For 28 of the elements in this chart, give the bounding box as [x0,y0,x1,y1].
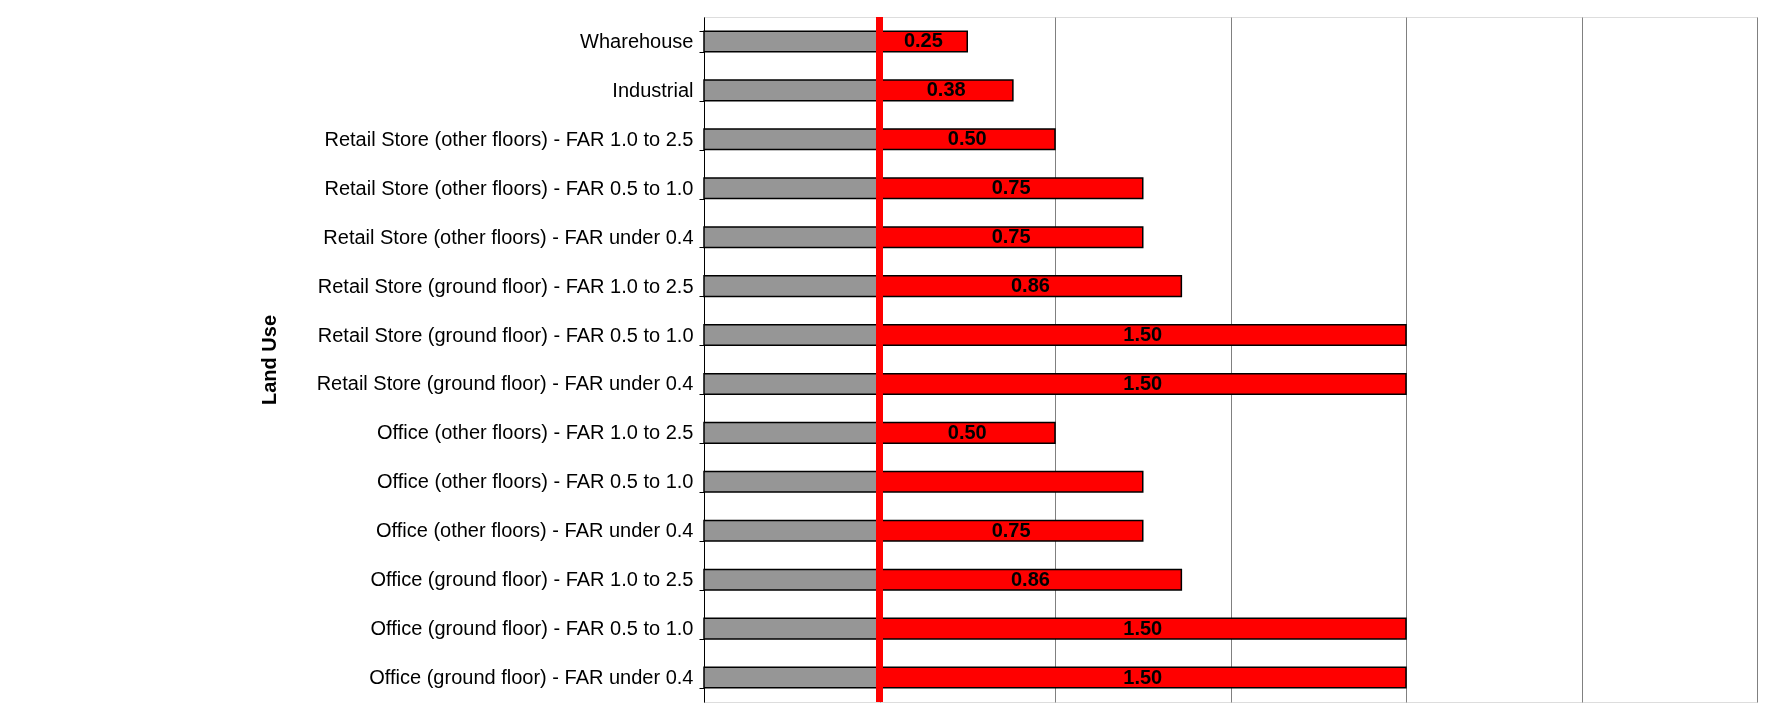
y-tick-label: Retail Store (other floors) - FAR 0.5 to 1.0 [324,176,694,199]
data-label: 0.75 [991,518,1031,541]
data-label: 1.50 [1123,665,1163,688]
y-tick-label: Office (ground floor) - FAR 1.0 to 2.5 [370,568,694,591]
y-tick-label: Office (ground floor) - FAR under 0.4 [369,666,694,689]
y-tick-label: Retail Store (ground floor) - FAR 0.5 to 1.0 [317,323,694,346]
y-tick-label: Office (other floors) - FAR 1.0 to 2.5 [377,421,694,444]
data-label: 0.75 [991,176,1031,199]
data-label: 0.50 [947,420,987,443]
data-label: 1.50 [1123,323,1163,346]
data-label: 0.75 [991,225,1031,248]
y-tick-label: Retail Store (other floors) - FAR under 0.4 [323,225,694,248]
y-tick-label: Retail Store (ground floor) - FAR 1.0 to 2.5 [317,274,694,297]
y-tick-label: Office (ground floor) - FAR 0.5 to 1.0 [370,617,694,640]
data-label: 1.50 [1123,616,1163,639]
data-label: 0.86 [1010,567,1050,590]
y-tick-label: Office (other floors) - FAR 0.5 to 1.0 [377,470,694,493]
data-label: 0.38 [926,78,966,101]
data-label: 1.50 [1123,371,1163,394]
data-label: 0.86 [1010,274,1050,297]
data-label: 0.25 [903,29,943,52]
y-tick-label: Office (other floors) - FAR under 0.4 [375,519,694,542]
y-axis-title: Land Use [257,314,280,406]
y-tick-label: Retail Store (ground floor) - FAR under 0.4 [316,372,694,395]
y-tick-label: Wharehouse [580,29,694,52]
y-tick-label: Retail Store (other floors) - FAR 1.0 to 2.5 [324,127,694,150]
data-label: 0.50 [947,127,987,150]
y-tick-label: Industrial [612,78,694,101]
